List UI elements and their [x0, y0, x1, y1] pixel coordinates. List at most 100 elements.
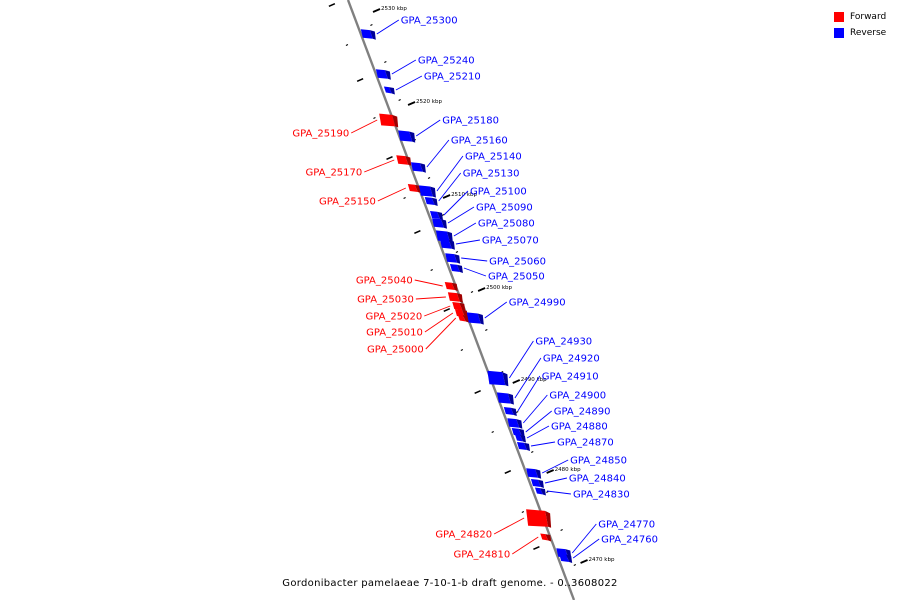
- kbp-tick-label: 2530 kbp: [381, 6, 407, 12]
- gene-feature[interactable]: GPA_25150: [319, 184, 421, 208]
- gene-label: GPA_25050: [488, 272, 545, 283]
- gene-feature[interactable]: GPA_24900: [507, 391, 606, 429]
- gene-block: [410, 162, 423, 172]
- gene-feature[interactable]: GPA_25090: [431, 203, 533, 229]
- gene-feature[interactable]: GPA_25190: [292, 113, 399, 140]
- gene-block-side: [518, 428, 525, 437]
- gene-connector: [541, 459, 569, 474]
- gene-feature[interactable]: GPA_25160: [410, 136, 508, 173]
- gene-block: [418, 185, 433, 197]
- scale-tick: [398, 99, 401, 101]
- gene-block: [429, 211, 440, 219]
- gene-feature[interactable]: GPA_24910: [503, 372, 599, 417]
- gene-connector: [544, 477, 568, 484]
- gene-feature[interactable]: GPA_24820: [435, 509, 552, 541]
- kbp-tick-label: 2480 kbp: [555, 467, 581, 473]
- gene-feature[interactable]: GPA_24850: [526, 456, 627, 479]
- gene-feature[interactable]: GPA_24890: [511, 407, 611, 438]
- gene-feature[interactable]: GPA_25000: [367, 314, 469, 356]
- gene-feature[interactable]: GPA_25100: [429, 187, 527, 221]
- gene-block: [516, 442, 527, 450]
- gene-feature[interactable]: GPA_25020: [365, 302, 466, 323]
- gene-feature[interactable]: GPA_25080: [435, 219, 535, 243]
- gene-feature[interactable]: GPA_25170: [305, 155, 412, 179]
- gene-feature[interactable]: GPA_24760: [559, 535, 658, 564]
- gene-feature[interactable]: GPA_25140: [418, 152, 522, 198]
- gene-block: [503, 407, 514, 415]
- gene-connector: [571, 523, 597, 554]
- scale-tick: [521, 511, 525, 513]
- gene-feature[interactable]: GPA_25130: [424, 169, 520, 207]
- scale-tick: [427, 177, 431, 179]
- gene-feature[interactable]: GPA_24810: [453, 533, 552, 561]
- legend-item-forward: Forward: [834, 9, 890, 25]
- gene-label: GPA_25030: [357, 295, 414, 306]
- gene-feature[interactable]: GPA_24920: [496, 354, 600, 405]
- gene-block-side: [545, 510, 552, 528]
- gene-block: [407, 184, 418, 192]
- gene-feature[interactable]: GPA_24830: [534, 487, 630, 501]
- gene-connector: [364, 159, 395, 173]
- gene-feature[interactable]: GPA_24870: [516, 438, 614, 452]
- gene-block-side: [510, 407, 517, 416]
- gene-block: [526, 509, 549, 527]
- scale-tick: [370, 24, 373, 26]
- gene-block: [379, 113, 396, 127]
- gene-label: GPA_25100: [470, 187, 527, 198]
- gene-label: GPA_24920: [543, 354, 600, 365]
- gene-connector: [512, 536, 539, 555]
- gene-label: GPA_24880: [551, 422, 608, 433]
- gene-label: GPA_24930: [535, 337, 592, 348]
- gene-feature[interactable]: GPA_25050: [449, 264, 545, 283]
- gene-block: [507, 418, 520, 428]
- gene-label: GPA_24850: [570, 456, 627, 467]
- gene-connector: [395, 75, 423, 91]
- gene-feature[interactable]: GPA_24880: [514, 422, 608, 443]
- gene-label: GPA_24810: [453, 550, 510, 561]
- gene-connector: [461, 257, 488, 262]
- gene-block: [526, 468, 539, 478]
- gene-feature[interactable]: GPA_25240: [375, 56, 475, 80]
- gene-feature[interactable]: GPA_24840: [530, 474, 626, 489]
- gene-feature[interactable]: GPA_25040: [356, 276, 458, 292]
- gene-connector: [350, 119, 378, 134]
- gene-feature[interactable]: GPA_24990: [466, 298, 566, 325]
- gene-connector: [424, 312, 454, 333]
- gene-block-side: [507, 393, 514, 405]
- gene-block: [449, 264, 460, 272]
- gene-label: GPA_24900: [549, 391, 606, 402]
- scale-tick: [430, 269, 433, 271]
- gene-block: [540, 533, 549, 541]
- gene-block: [559, 554, 570, 562]
- gene-block-side: [405, 156, 412, 166]
- gene-connector: [414, 279, 443, 287]
- gene-connector: [455, 239, 480, 245]
- gene-block: [383, 86, 392, 94]
- scale-tick: [384, 61, 387, 63]
- gene-feature[interactable]: GPA_25030: [357, 292, 463, 306]
- gene-feature[interactable]: GPA_25070: [439, 236, 539, 250]
- gene-feature[interactable]: GPA_25210: [383, 72, 481, 95]
- gene-block-side: [388, 87, 395, 95]
- gene-label: GPA_25190: [292, 129, 349, 140]
- gene-block: [424, 197, 435, 205]
- gene-feature[interactable]: GPA_25060: [445, 253, 546, 268]
- gene-connector: [415, 296, 446, 300]
- gene-label: GPA_24990: [509, 298, 566, 309]
- gene-block: [444, 282, 455, 290]
- scale-tick: [443, 307, 451, 313]
- gene-block-side: [419, 163, 426, 173]
- gene-connector: [522, 394, 548, 424]
- gene-connector: [377, 187, 407, 202]
- gene-label: GPA_25130: [463, 169, 520, 180]
- gene-block-side: [477, 313, 484, 325]
- gene-feature[interactable]: GPA_24930: [487, 337, 592, 387]
- gene-block: [530, 479, 541, 487]
- kbp-tick-mark: [372, 8, 381, 13]
- scale-tick: [356, 77, 364, 83]
- gene-feature[interactable]: GPA_25180: [398, 116, 499, 143]
- gene-block-side: [545, 534, 552, 542]
- gene-block-side: [459, 302, 466, 311]
- gene-feature[interactable]: GPA_25300: [360, 16, 458, 40]
